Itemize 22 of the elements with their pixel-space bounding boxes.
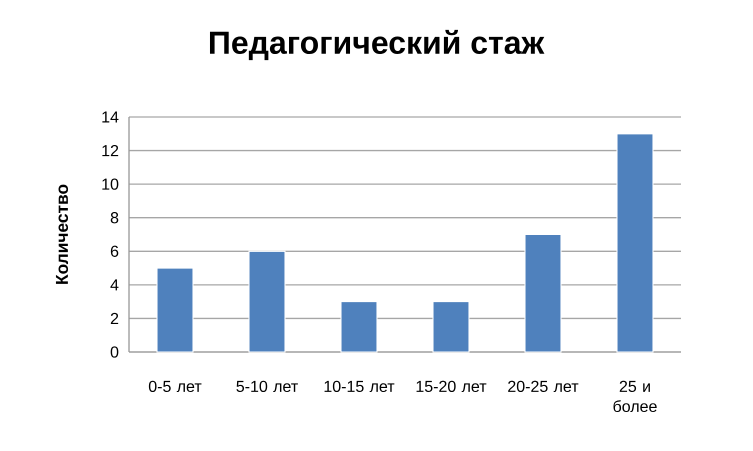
bar (340, 301, 378, 353)
y-tick-label: 4 (110, 279, 118, 290)
x-tick-label: 20-25 лет (508, 380, 578, 392)
y-tick-label: 2 (110, 312, 118, 324)
y-tick-label: 6 (110, 246, 118, 257)
y-tick-label: 8 (110, 212, 118, 224)
x-tick-label: 0-5 лет (148, 380, 202, 392)
bar (616, 133, 654, 353)
bar (524, 234, 562, 353)
y-tick-label: 10 (102, 178, 118, 190)
y-tick-label: 0 (110, 346, 118, 358)
y-tick-label: 12 (102, 144, 118, 156)
x-tick-label: 25 и более (614, 380, 657, 412)
y-axis-title: Количество (56, 184, 68, 284)
x-tick-label: 10-15 лет (324, 380, 394, 392)
x-tick-label: 5-10 лет (236, 380, 298, 392)
bar (432, 301, 470, 353)
bar (248, 250, 286, 353)
bar (156, 268, 194, 353)
x-tick-label: 15-20 лет (416, 380, 486, 392)
y-tick-label: 14 (102, 112, 118, 123)
chart-title: Педагогический стаж (210, 30, 544, 60)
